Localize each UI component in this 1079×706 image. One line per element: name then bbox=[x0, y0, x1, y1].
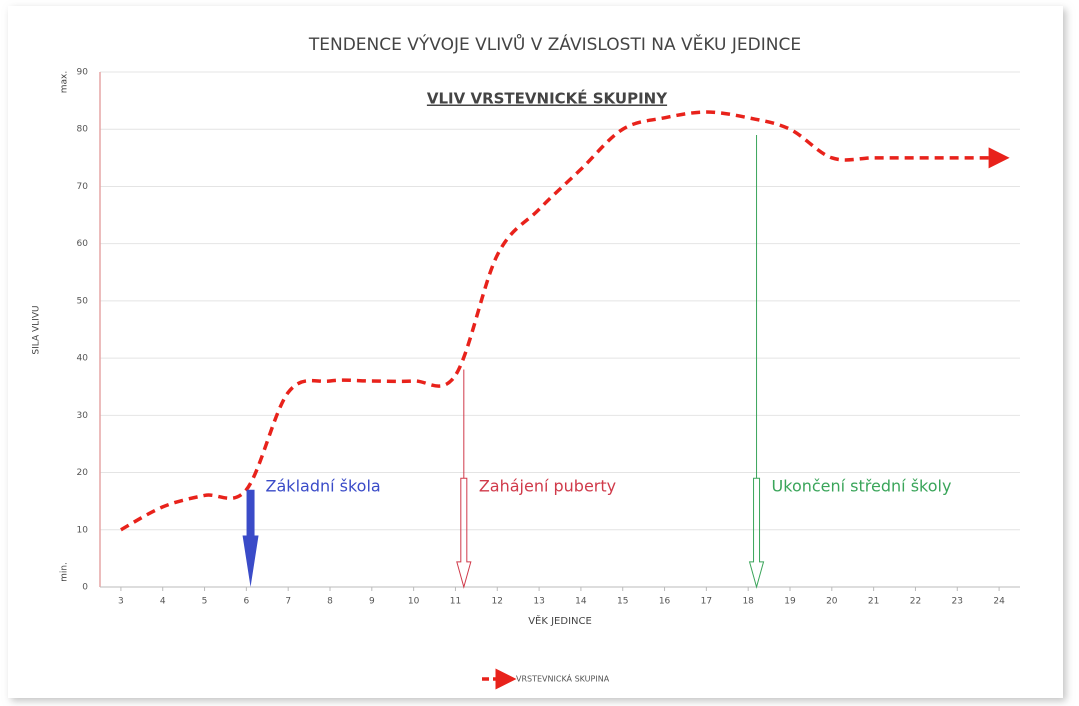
annotation-arrow bbox=[456, 369, 472, 589]
x-tick-label: 24 bbox=[993, 597, 1005, 607]
annotation-label: Ukončení střední školy bbox=[772, 477, 952, 496]
x-tick-label: 21 bbox=[868, 597, 879, 607]
card bbox=[8, 6, 1063, 698]
x-tick-label: 10 bbox=[408, 597, 420, 607]
annotation-label: Základní škola bbox=[266, 477, 381, 496]
x-tick-label: 15 bbox=[617, 597, 628, 607]
x-tick-label: 5 bbox=[202, 597, 208, 607]
x-tick-label: 13 bbox=[533, 597, 544, 607]
y-tick-label: 30 bbox=[77, 411, 89, 421]
y-tick-label: 70 bbox=[77, 182, 89, 192]
x-tick-label: 20 bbox=[826, 597, 838, 607]
y-tick-label: 80 bbox=[77, 125, 89, 135]
x-tick-label: 3 bbox=[118, 597, 124, 607]
x-tick-label: 22 bbox=[910, 597, 921, 607]
y-tick-label: 50 bbox=[77, 296, 89, 306]
y-min-label: min. bbox=[60, 562, 70, 582]
x-tick-label: 8 bbox=[327, 597, 333, 607]
legend-label: VRSTEVNICKÁ SKUPINA bbox=[516, 673, 610, 684]
chart-subtitle: VLIV VRSTEVNICKÉ SKUPINY bbox=[427, 89, 668, 108]
x-tick-label: 9 bbox=[369, 597, 375, 607]
y-tick-label: 0 bbox=[82, 583, 88, 593]
x-tick-label: 14 bbox=[575, 597, 587, 607]
y-tick-label: 20 bbox=[77, 468, 89, 478]
x-tick-label: 6 bbox=[243, 597, 249, 607]
x-tick-label: 4 bbox=[160, 597, 166, 607]
x-tick-label: 11 bbox=[450, 597, 461, 607]
annotation-label: Zahájení puberty bbox=[479, 477, 616, 496]
x-tick-label: 7 bbox=[285, 597, 291, 607]
x-tick-label: 16 bbox=[659, 597, 671, 607]
y-tick-label: 60 bbox=[77, 239, 89, 249]
y-axis-label: SILA VLIVU bbox=[32, 305, 42, 354]
x-tick-label: 23 bbox=[952, 597, 963, 607]
annotation-arrow bbox=[242, 489, 259, 587]
x-tick-label: 18 bbox=[742, 597, 754, 607]
chart-title: TENDENCE VÝVOJE VLIVŮ V ZÁVISLOSTI NA VĚ… bbox=[308, 33, 801, 55]
y-tick-label: 40 bbox=[77, 354, 89, 364]
x-axis-label: VĚK JEDINCE bbox=[528, 614, 592, 627]
x-tick-label: 12 bbox=[492, 597, 503, 607]
x-tick-label: 19 bbox=[784, 597, 796, 607]
y-tick-label: 90 bbox=[77, 68, 89, 78]
y-tick-label: 10 bbox=[77, 525, 89, 535]
series-line bbox=[120, 110, 1010, 532]
x-tick-label: 17 bbox=[701, 597, 712, 607]
y-max-label: max. bbox=[60, 71, 70, 93]
annotation-arrow bbox=[748, 134, 765, 589]
